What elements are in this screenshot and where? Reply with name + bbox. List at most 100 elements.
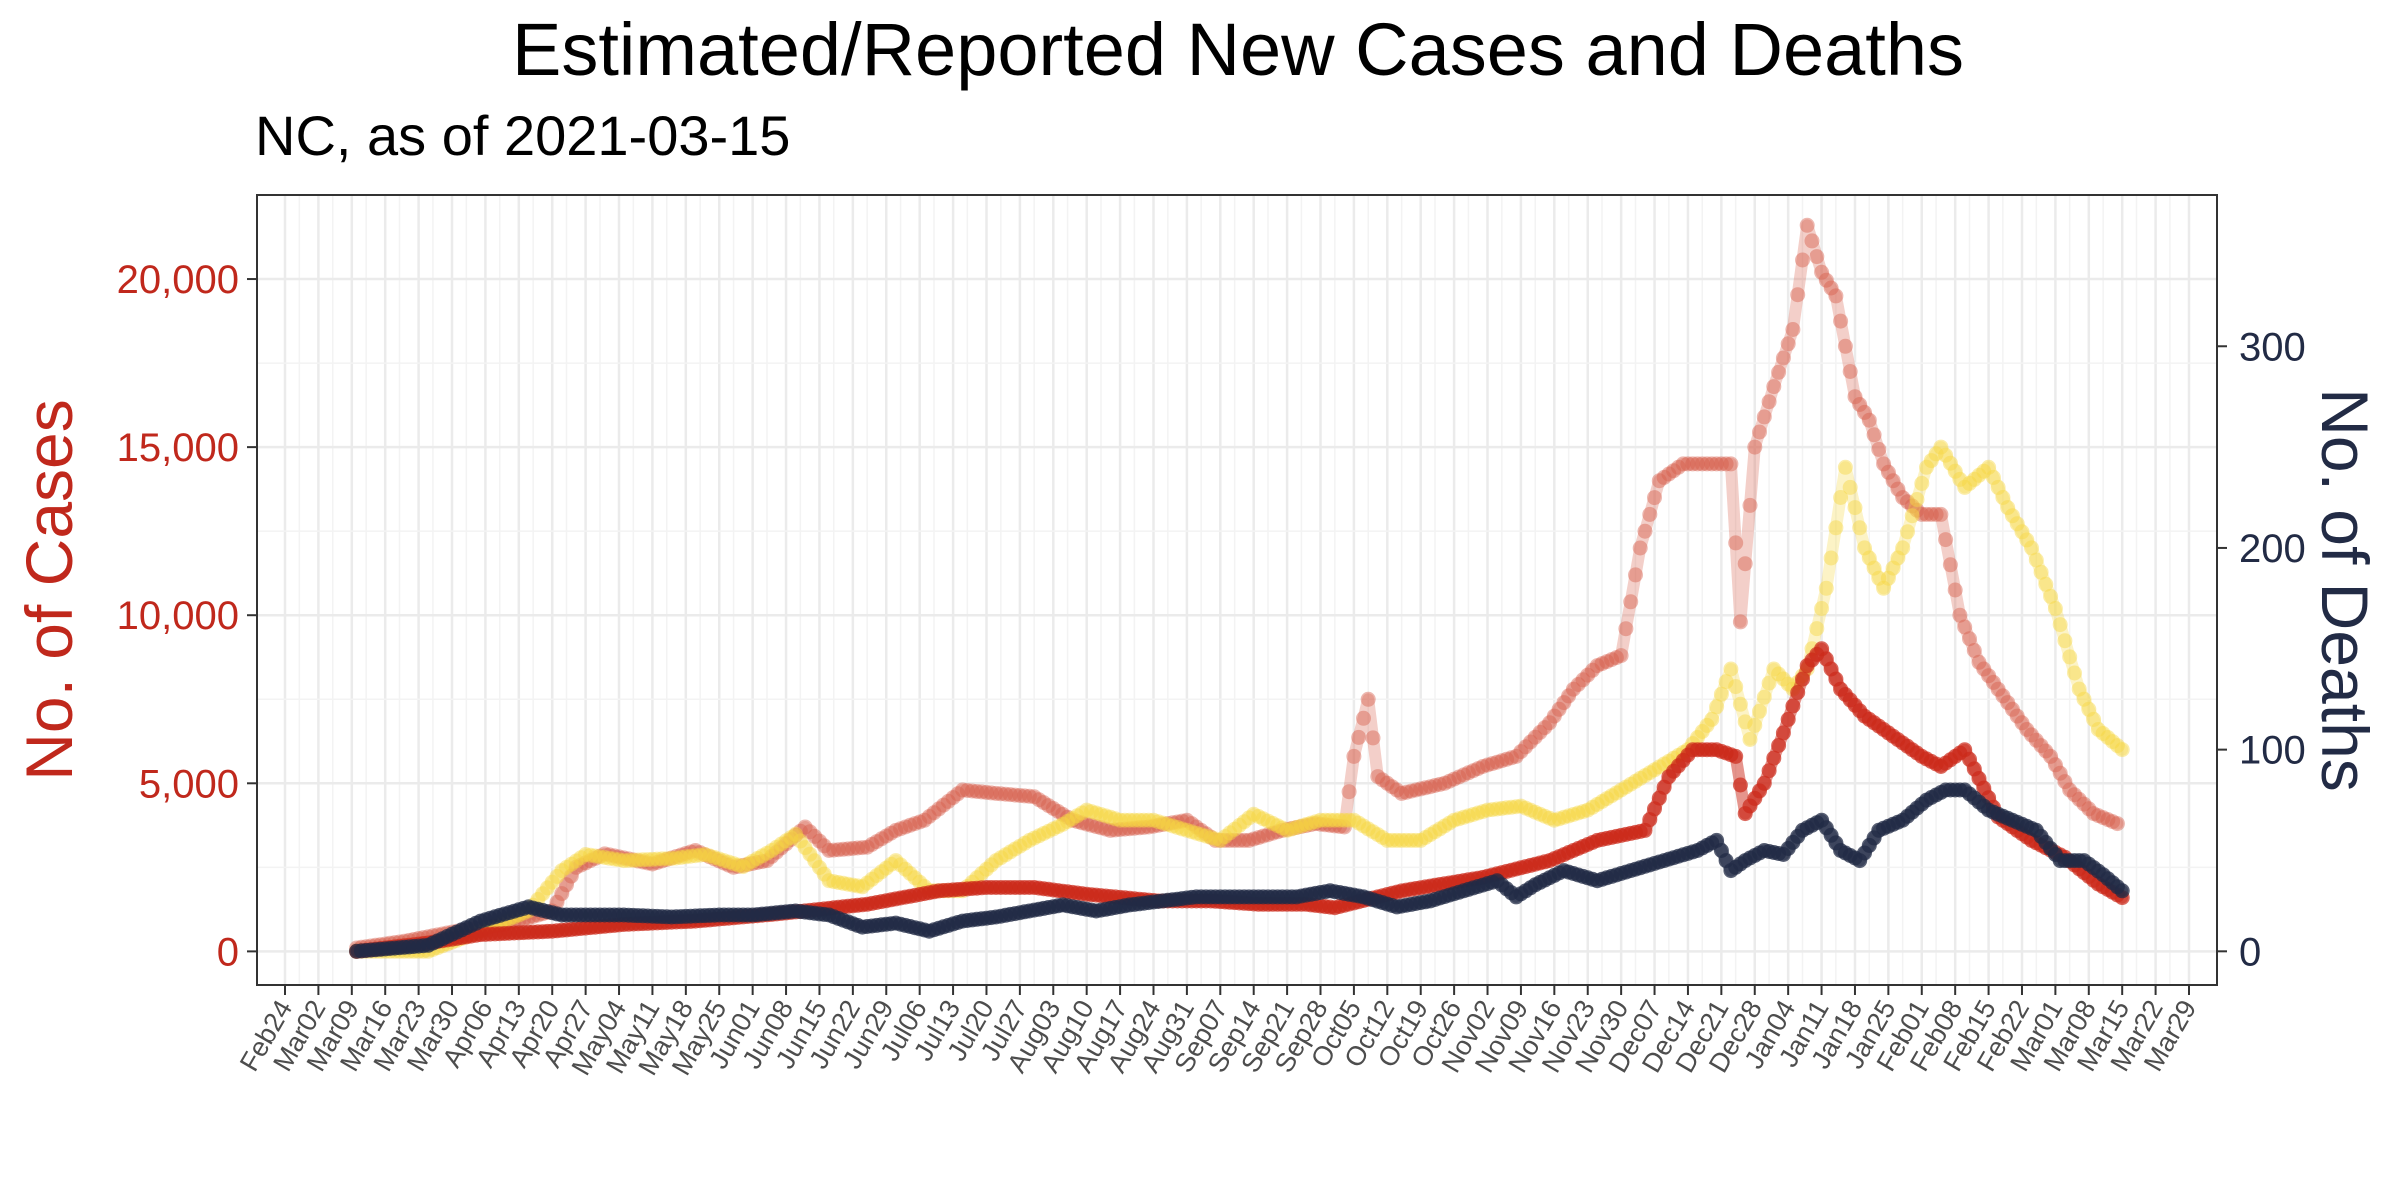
data-point: [1623, 594, 1639, 610]
data-point: [745, 856, 761, 871]
y-right-tick-label: 0: [2239, 930, 2261, 974]
data-point: [974, 866, 990, 881]
data-point: [2052, 617, 2068, 633]
data-point: [2095, 726, 2111, 741]
data-point: [2076, 691, 2092, 707]
y-left-tick-label: 15,000: [117, 426, 239, 470]
data-point: [1265, 825, 1281, 841]
data-point: [1709, 456, 1725, 472]
data-point: [702, 849, 718, 865]
x-axis: Feb24Mar02Mar09Mar16Mar23Mar30Apr06Apr13…: [234, 985, 2202, 1080]
y-left-tick-label: 0: [217, 930, 239, 974]
data-point: [1928, 446, 1944, 462]
data-point: [1021, 788, 1037, 804]
data-point: [1327, 818, 1343, 834]
data-point: [2052, 765, 2068, 781]
data-point: [597, 846, 613, 862]
data-point: [1298, 817, 1314, 832]
data-point: [1484, 802, 1500, 818]
data-point: [1317, 812, 1333, 828]
data-point: [1747, 717, 1763, 733]
data-point: [835, 875, 851, 891]
data-point: [1332, 812, 1348, 828]
data-point: [1408, 782, 1424, 798]
data-point: [1642, 506, 1658, 522]
data-point: [1231, 832, 1247, 848]
data-point: [1933, 439, 1949, 455]
data-point: [573, 857, 589, 873]
data-point: [955, 782, 971, 798]
data-point: [1651, 473, 1667, 489]
data-point: [1284, 821, 1300, 837]
data-point: [1532, 724, 1548, 740]
data-point: [1565, 681, 1581, 697]
data-point: [1212, 832, 1228, 848]
data-point: [2043, 588, 2059, 604]
data-point: [1771, 364, 1787, 380]
data-point: [635, 854, 651, 870]
data-point: [568, 859, 584, 875]
data-point: [916, 812, 932, 828]
data-point: [2086, 711, 2102, 727]
data-point: [2047, 757, 2063, 773]
data-point: [754, 854, 770, 870]
y-axis-right: 0 100 200 300: [2217, 325, 2306, 974]
y-axis-left-title: No. of Cases: [12, 399, 86, 781]
data-point: [1527, 804, 1543, 820]
data-point: [792, 833, 808, 849]
data-point: [1790, 287, 1806, 303]
data-point: [1966, 471, 1982, 487]
data-point: [1747, 439, 1763, 455]
data-point: [1193, 827, 1209, 843]
data-point: [1103, 809, 1118, 825]
data-point: [2000, 695, 2016, 711]
data-point: [778, 833, 794, 849]
data-point: [1957, 619, 1973, 635]
data-point: [1432, 821, 1448, 837]
data-point: [1408, 832, 1424, 848]
data-point: [950, 786, 966, 802]
data-point: [812, 833, 827, 849]
data-point: [1460, 808, 1476, 824]
data-point: [1174, 813, 1190, 829]
data-point: [1255, 811, 1271, 827]
data-point: [2019, 532, 2035, 548]
data-point: [1675, 456, 1691, 472]
data-point: [2071, 681, 2087, 697]
data-point: [1990, 479, 2006, 495]
data-point: [1184, 824, 1200, 840]
data-point: [2014, 715, 2030, 731]
data-point: [2105, 734, 2121, 750]
data-point: [1141, 812, 1157, 828]
data-point: [1174, 821, 1190, 837]
data-point: [1274, 820, 1290, 836]
data-point: [1775, 671, 1791, 687]
data-point: [1036, 826, 1052, 841]
data-point: [644, 856, 660, 872]
data-point: [1503, 799, 1519, 815]
data-point: [1289, 819, 1305, 835]
data-point: [1341, 784, 1357, 800]
data-point: [692, 847, 708, 863]
data-point: [1246, 806, 1262, 822]
data-point: [654, 853, 670, 869]
data-point: [1556, 809, 1572, 825]
data-point: [1718, 674, 1734, 690]
y-axis-right-title: No. of Deaths: [2308, 388, 2382, 792]
data-point: [1957, 479, 1973, 495]
data-point: [1303, 817, 1319, 833]
data-point: [735, 859, 751, 875]
data-point: [1327, 812, 1343, 828]
data-point: [1456, 767, 1472, 783]
data-point: [1728, 748, 1744, 764]
data-point: [1026, 830, 1042, 846]
data-point: [1131, 812, 1147, 828]
data-point: [1208, 832, 1223, 848]
data-point: [1952, 607, 1968, 623]
data-point: [936, 797, 951, 813]
data-point: [1938, 447, 1954, 463]
data-point: [1790, 685, 1806, 700]
data-point: [592, 849, 608, 865]
data-point: [788, 827, 804, 843]
data-point: [1236, 832, 1252, 848]
